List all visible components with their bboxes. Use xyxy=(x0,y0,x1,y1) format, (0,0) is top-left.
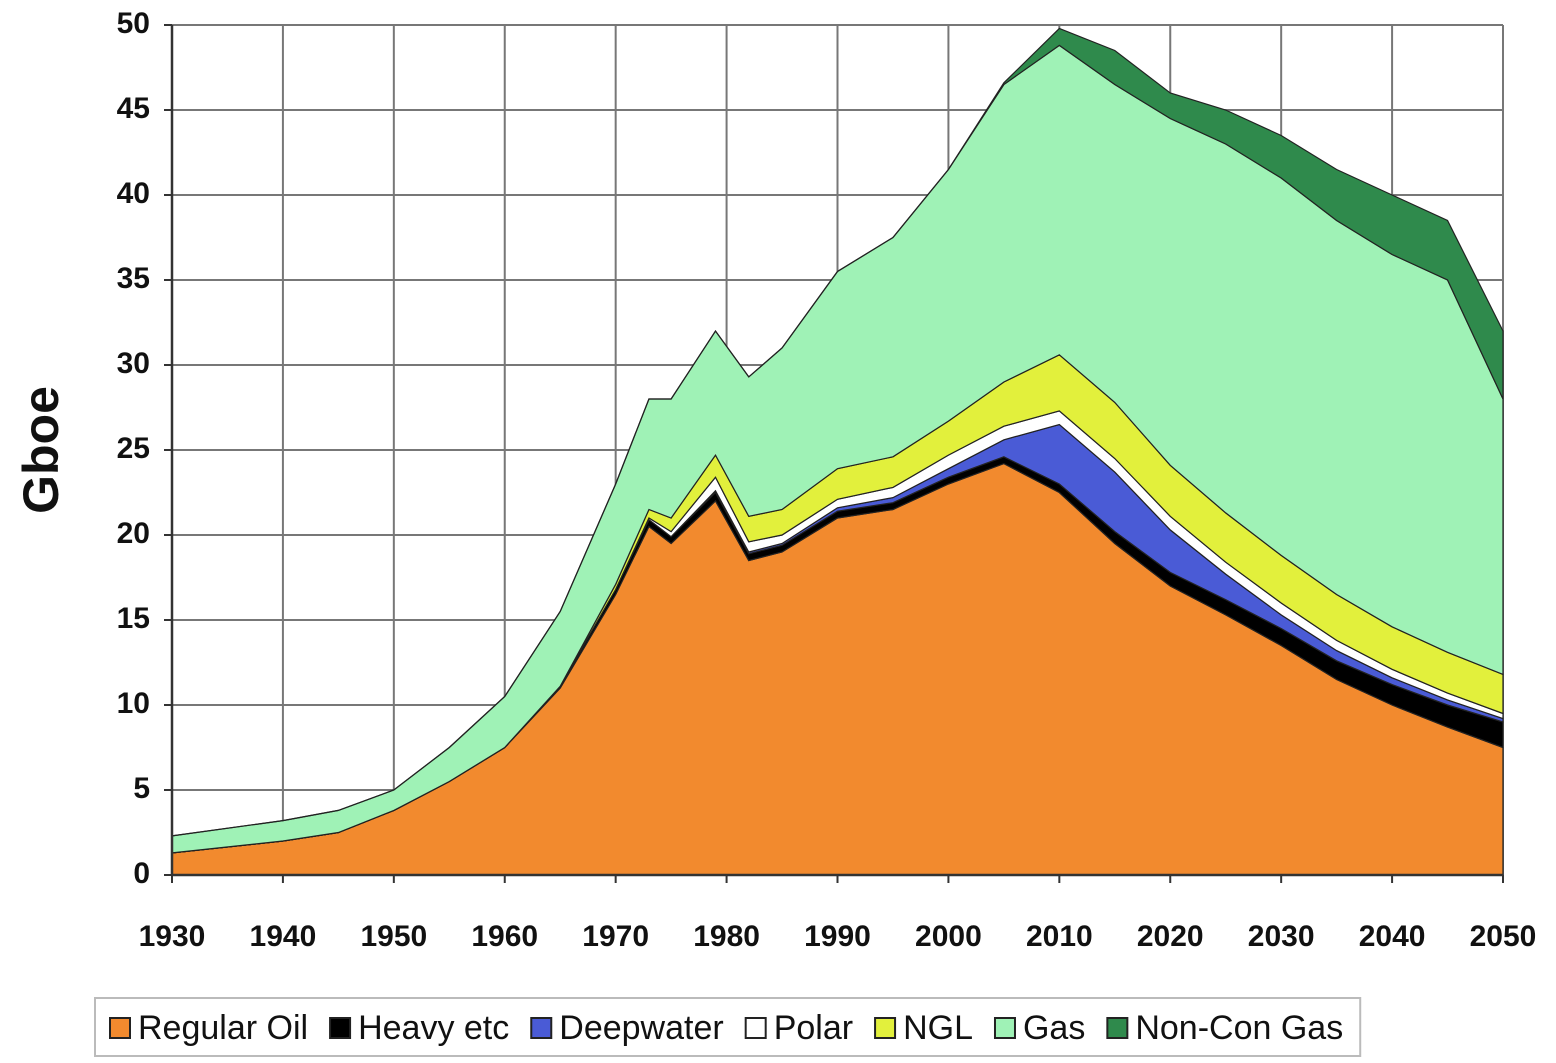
legend-label: Gas xyxy=(1023,1009,1085,1047)
legend-box xyxy=(94,997,1362,1057)
y-tick-label: 20 xyxy=(117,517,150,550)
x-tick-label: 1990 xyxy=(804,920,871,953)
x-tick-label: 1960 xyxy=(471,920,538,953)
y-tick-label: 35 xyxy=(117,262,150,295)
legend-label: Deepwater xyxy=(559,1009,723,1047)
legend-label: Non-Con Gas xyxy=(1135,1009,1343,1047)
y-tick-label: 25 xyxy=(117,432,150,465)
legend-label: NGL xyxy=(903,1009,973,1047)
x-tick-label: 1950 xyxy=(360,920,427,953)
x-tick-label: 2050 xyxy=(1470,920,1537,953)
x-tick-label: 2040 xyxy=(1359,920,1426,953)
legend-label: Regular Oil xyxy=(138,1009,308,1047)
y-tick-label: 30 xyxy=(117,347,150,380)
y-tick-label: 10 xyxy=(117,687,150,720)
x-tick-label: 1970 xyxy=(582,920,649,953)
x-tick-label: 1980 xyxy=(693,920,760,953)
legend-label: Heavy etc xyxy=(358,1009,509,1047)
x-tick-label: 2020 xyxy=(1137,920,1204,953)
x-tick-label: 1930 xyxy=(139,920,206,953)
y-tick-label: 0 xyxy=(133,857,150,890)
legend-swatch xyxy=(744,1017,767,1039)
x-tick-label: 2010 xyxy=(1026,920,1093,953)
y-tick-label: 50 xyxy=(117,7,150,40)
x-tick-label: 2030 xyxy=(1248,920,1315,953)
y-axis-label: Gboe xyxy=(13,386,69,514)
x-tick-label: 1940 xyxy=(250,920,317,953)
legend-swatch xyxy=(874,1017,897,1039)
y-tick-label: 5 xyxy=(133,772,150,805)
legend-swatch xyxy=(993,1017,1016,1039)
legend-label: Polar xyxy=(774,1009,853,1047)
area xyxy=(171,27,1504,837)
legend: Regular Oil Heavy etc Deepwater Polar NGL Gas… xyxy=(94,997,1362,1057)
x-tick-label: 2000 xyxy=(915,920,982,953)
y-tick-label: 40 xyxy=(117,177,150,210)
y-tick-label: 15 xyxy=(117,602,150,635)
legend-swatch xyxy=(1106,1017,1129,1039)
legend-swatch xyxy=(329,1017,352,1039)
legend-swatch xyxy=(530,1017,553,1039)
legend-swatch xyxy=(109,1017,131,1039)
y-tick-label: 45 xyxy=(117,92,150,125)
